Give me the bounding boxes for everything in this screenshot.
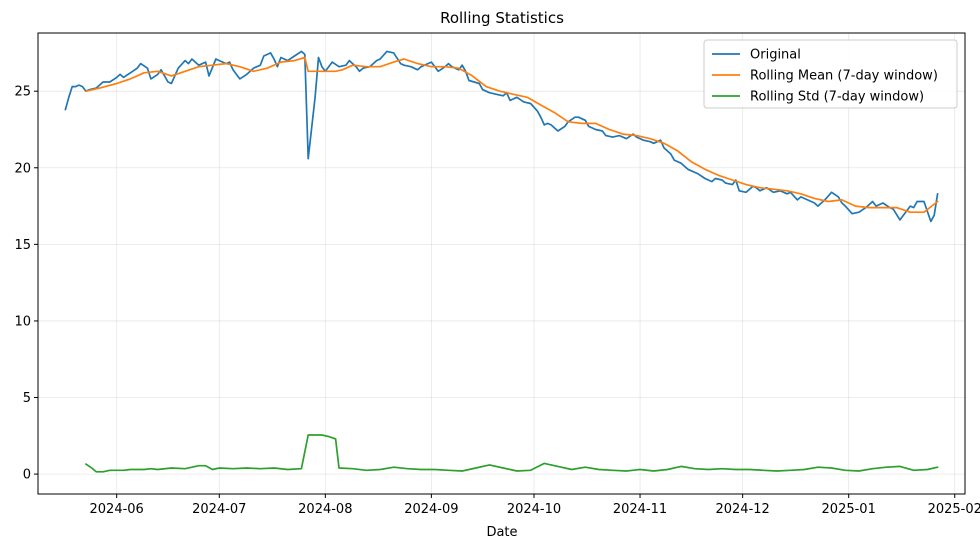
x-tick-label: 2024-06 (90, 502, 144, 517)
series-line-rolling-std-7-day-window (85, 434, 939, 473)
series-group (64, 50, 939, 473)
y-tick-label: 0 (23, 468, 31, 483)
y-axis: 0 5 10 15 20 25 (14, 85, 38, 483)
y-tick-label: 15 (14, 238, 31, 253)
x-tick-label: 2024-09 (404, 502, 458, 517)
legend-label: Rolling Std (7-day window) (750, 90, 924, 105)
chart-title: Rolling Statistics (440, 9, 564, 27)
series-line-rolling-mean-7-day-window (85, 56, 939, 214)
series-line-original (64, 50, 939, 223)
x-axis: 2024-06 2024-07 2024-08 2024-09 2024-10 2024-… (90, 494, 980, 517)
x-tick-label: 2024-12 (715, 502, 769, 517)
y-tick-label: 10 (14, 314, 31, 329)
legend-label: Rolling Mean (7-day window) (750, 69, 938, 84)
x-axis-label: Date (486, 525, 517, 540)
y-tick-label: 5 (23, 391, 31, 406)
y-tick-label: 25 (14, 85, 31, 100)
legend-label: Original (750, 48, 801, 63)
x-tick-label: 2024-08 (298, 502, 352, 517)
x-tick-label: 2025-02 (928, 502, 980, 517)
plot-frame (37, 32, 966, 495)
y-tick-label: 20 (14, 161, 31, 176)
legend: Original Rolling Mean (7-day window) Rolli… (703, 39, 958, 109)
x-tick-label: 2024-11 (613, 502, 667, 517)
x-tick-label: 2024-10 (507, 502, 561, 517)
x-tick-label: 2025-01 (822, 502, 876, 517)
legend-box (703, 39, 958, 109)
x-tick-label: 2024-07 (192, 502, 246, 517)
